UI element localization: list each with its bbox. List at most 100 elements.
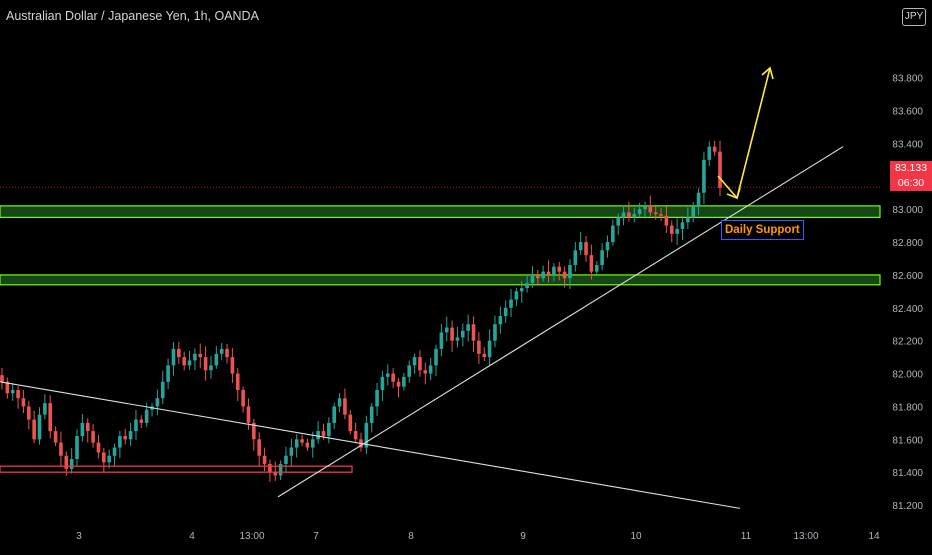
price-tick-8: 82.200 xyxy=(892,337,923,348)
time-tick-7: 11 xyxy=(741,531,752,542)
candle-body-86 xyxy=(461,330,465,338)
candle-body-92 xyxy=(493,324,497,341)
candle-body-6 xyxy=(32,419,36,440)
candle-body-51 xyxy=(273,472,278,476)
candle-body-88 xyxy=(471,324,476,341)
candle-body-65 xyxy=(348,414,353,432)
candle-body-42 xyxy=(225,348,229,358)
last-price-value: 83.133 xyxy=(894,162,928,174)
candle-body-125 xyxy=(669,225,674,234)
candle-body-46 xyxy=(246,406,251,423)
candle-body-123 xyxy=(659,214,663,216)
time-axis[interactable]: 3 4 13:00 7 8 9 10 11 13:00 14 xyxy=(76,531,880,542)
candle-body-0 xyxy=(0,375,4,382)
candle-body-70 xyxy=(375,389,379,407)
candle-body-130 xyxy=(696,192,701,206)
candle-body-120 xyxy=(643,205,647,210)
candle-body-112 xyxy=(600,250,604,266)
candle-body-13 xyxy=(69,459,74,469)
candle-body-134 xyxy=(718,151,722,188)
candle-body-105 xyxy=(562,271,567,279)
candle-body-101 xyxy=(541,271,545,279)
support-zone-1 xyxy=(0,205,881,218)
candle-body-84 xyxy=(450,327,454,341)
candle-body-14 xyxy=(75,436,79,460)
candle-body-106 xyxy=(568,265,572,279)
bar-countdown: 06:30 xyxy=(897,177,925,189)
price-tick-10: 81.800 xyxy=(892,402,923,413)
candle-body-62 xyxy=(332,406,337,423)
candle-body-7 xyxy=(37,414,42,440)
candle-body-96 xyxy=(514,291,519,300)
candle-body-33 xyxy=(177,348,181,358)
candle-body-129 xyxy=(691,205,696,218)
candle-body-90 xyxy=(482,353,487,358)
candle-body-20 xyxy=(107,455,111,463)
candle-body-115 xyxy=(616,217,620,226)
candle-body-68 xyxy=(364,422,369,448)
candle-body-23 xyxy=(123,436,128,440)
price-tick-13: 81.200 xyxy=(892,501,923,512)
candle-body-124 xyxy=(664,215,669,226)
projection-arrowhead xyxy=(761,66,774,80)
candle-body-113 xyxy=(605,242,610,251)
price-axis[interactable]: 83.80083.60083.40083.20083.00082.80082.6… xyxy=(892,74,923,512)
price-tick-2: 83.400 xyxy=(892,139,923,150)
candle-body-43 xyxy=(230,357,235,374)
currency-badge[interactable]: JPY xyxy=(902,8,926,26)
candle-body-48 xyxy=(257,439,261,456)
time-tick-0: 3 xyxy=(76,531,82,542)
price-tick-1: 83.600 xyxy=(892,107,923,118)
candle-body-56 xyxy=(300,439,304,443)
candle-body-15 xyxy=(80,422,85,437)
price-tick-0: 83.800 xyxy=(892,74,923,85)
candle-body-38 xyxy=(203,357,208,371)
candle-body-39 xyxy=(209,365,213,371)
candle-body-87 xyxy=(466,324,470,331)
candle-body-53 xyxy=(284,455,288,464)
candle-body-69 xyxy=(369,406,374,423)
candle-body-85 xyxy=(455,337,460,341)
price-tick-4: 83.000 xyxy=(892,205,923,216)
candle-body-12 xyxy=(64,455,69,469)
time-tick-8: 13:00 xyxy=(793,531,818,542)
candle-body-58 xyxy=(310,439,315,448)
candle-body-118 xyxy=(632,214,637,218)
candle-body-61 xyxy=(327,422,331,437)
candle-body-91 xyxy=(487,340,492,358)
candle-body-102 xyxy=(546,271,551,275)
candle-body-107 xyxy=(573,250,578,266)
candle-body-47 xyxy=(252,422,256,440)
candle-body-82 xyxy=(439,332,444,349)
candle-body-25 xyxy=(134,419,138,432)
price-tick-12: 81.400 xyxy=(892,468,923,479)
time-tick-1: 4 xyxy=(189,531,195,542)
candle-body-57 xyxy=(305,442,310,448)
candle-body-1 xyxy=(5,381,10,394)
candle-body-132 xyxy=(707,146,712,160)
candle-body-94 xyxy=(503,307,508,317)
time-tick-9: 14 xyxy=(868,531,880,542)
candle-body-54 xyxy=(289,447,294,456)
candle-body-31 xyxy=(166,365,170,382)
candle-body-59 xyxy=(316,431,320,440)
candle-body-103 xyxy=(552,266,556,275)
candle-body-97 xyxy=(519,288,524,292)
candle-body-9 xyxy=(48,403,53,432)
candle-body-22 xyxy=(118,436,122,448)
candle-body-52 xyxy=(278,463,283,476)
candle-body-17 xyxy=(91,431,95,443)
candle-body-19 xyxy=(102,452,106,463)
candle-body-55 xyxy=(294,439,299,448)
support-zone-2 xyxy=(0,274,881,286)
candle-body-60 xyxy=(321,431,326,437)
candle-body-71 xyxy=(380,376,385,390)
candle-body-41 xyxy=(219,348,224,354)
candle-body-32 xyxy=(171,348,176,366)
candle-body-30 xyxy=(160,381,165,399)
candle-body-76 xyxy=(407,365,412,377)
candle-body-83 xyxy=(444,327,449,333)
candle-body-29 xyxy=(155,398,160,407)
